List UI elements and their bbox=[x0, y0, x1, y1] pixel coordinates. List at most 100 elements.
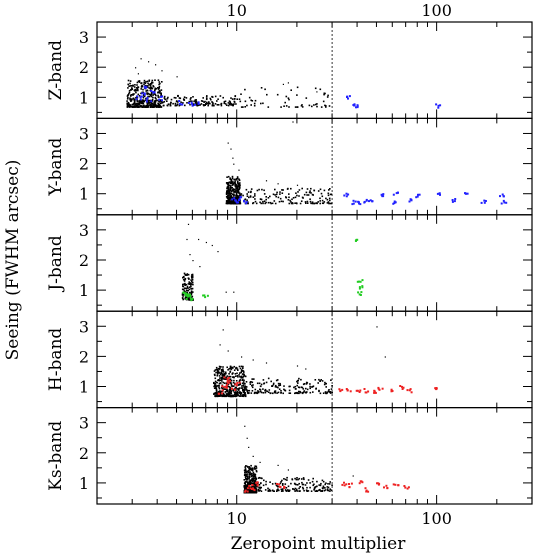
data-point bbox=[226, 183, 229, 185]
data-point bbox=[140, 88, 142, 90]
data-point bbox=[174, 104, 177, 107]
data-point bbox=[227, 194, 229, 197]
data-point bbox=[225, 291, 227, 293]
data-point bbox=[184, 287, 186, 289]
highlight-point bbox=[150, 100, 153, 103]
data-point bbox=[163, 95, 166, 98]
data-point bbox=[182, 293, 185, 296]
data-point bbox=[250, 481, 252, 484]
data-point bbox=[225, 395, 228, 398]
data-point bbox=[176, 103, 179, 105]
data-point bbox=[309, 486, 311, 489]
data-point bbox=[244, 394, 247, 396]
data-point bbox=[274, 392, 277, 394]
data-point bbox=[251, 470, 254, 472]
data-point bbox=[316, 490, 318, 492]
data-point bbox=[311, 480, 314, 483]
highlight-point bbox=[190, 297, 193, 300]
data-point bbox=[222, 96, 224, 99]
data-point bbox=[138, 81, 141, 83]
data-point bbox=[320, 379, 322, 381]
data-point bbox=[215, 392, 217, 395]
data-point bbox=[233, 101, 236, 103]
data-point bbox=[203, 104, 205, 107]
data-point bbox=[153, 93, 156, 95]
highlight-point bbox=[392, 193, 395, 196]
data-point bbox=[143, 81, 145, 84]
highlight-point bbox=[244, 490, 247, 493]
data-point bbox=[279, 482, 282, 485]
data-point bbox=[146, 85, 149, 87]
data-point bbox=[147, 104, 149, 107]
data-point bbox=[150, 83, 153, 85]
data-point bbox=[305, 387, 307, 390]
data-point bbox=[221, 376, 224, 379]
data-point bbox=[215, 366, 218, 369]
highlight-point bbox=[377, 387, 380, 390]
data-point bbox=[288, 202, 291, 205]
data-point bbox=[217, 98, 219, 100]
data-point bbox=[143, 95, 146, 97]
data-point bbox=[138, 103, 141, 105]
data-point bbox=[129, 99, 132, 101]
data-point bbox=[328, 105, 331, 107]
highlight-point bbox=[233, 197, 236, 200]
data-point bbox=[137, 93, 140, 96]
y-tick-label: 2 bbox=[79, 58, 89, 77]
data-point bbox=[252, 483, 255, 485]
data-point bbox=[187, 273, 190, 276]
data-point bbox=[308, 104, 311, 107]
data-point bbox=[205, 241, 207, 244]
data-point bbox=[197, 104, 199, 106]
data-point bbox=[214, 385, 217, 387]
data-point bbox=[192, 283, 194, 286]
data-point bbox=[232, 104, 234, 106]
data-point bbox=[306, 486, 308, 489]
data-point bbox=[286, 476, 288, 479]
data-point bbox=[243, 388, 245, 391]
data-point bbox=[242, 106, 244, 108]
data-point bbox=[201, 100, 204, 102]
data-point bbox=[237, 376, 239, 378]
data-point bbox=[291, 198, 293, 201]
data-point bbox=[302, 477, 305, 479]
data-point bbox=[252, 491, 255, 494]
data-point bbox=[239, 367, 242, 370]
highlight-point bbox=[194, 103, 197, 106]
data-point bbox=[218, 379, 220, 381]
data-point bbox=[245, 480, 247, 483]
data-point bbox=[230, 389, 232, 392]
data-point bbox=[213, 392, 216, 395]
data-point bbox=[157, 106, 160, 108]
data-point bbox=[212, 104, 215, 107]
data-point bbox=[214, 382, 216, 385]
highlight-point bbox=[197, 101, 200, 104]
data-point bbox=[184, 283, 186, 286]
data-point bbox=[229, 101, 231, 103]
highlight-point bbox=[434, 387, 437, 390]
data-point bbox=[233, 183, 235, 185]
data-point bbox=[205, 101, 208, 104]
data-point bbox=[265, 180, 268, 182]
highlight-point bbox=[347, 97, 349, 100]
data-point bbox=[258, 382, 261, 385]
data-point bbox=[243, 394, 246, 397]
data-point bbox=[236, 177, 239, 180]
y-tick-label: 1 bbox=[79, 88, 89, 107]
data-point bbox=[279, 191, 281, 193]
data-point bbox=[245, 188, 248, 191]
data-point bbox=[272, 382, 275, 385]
data-point bbox=[255, 490, 257, 493]
data-point bbox=[191, 276, 194, 279]
data-point bbox=[129, 82, 131, 85]
data-point bbox=[235, 189, 237, 191]
data-point bbox=[323, 93, 325, 96]
data-point bbox=[226, 366, 228, 369]
data-point bbox=[226, 189, 229, 192]
data-point bbox=[244, 486, 247, 489]
data-point bbox=[239, 375, 241, 378]
data-point bbox=[227, 187, 229, 189]
data-point bbox=[303, 478, 305, 481]
data-point bbox=[132, 84, 134, 87]
highlight-point bbox=[360, 291, 363, 294]
